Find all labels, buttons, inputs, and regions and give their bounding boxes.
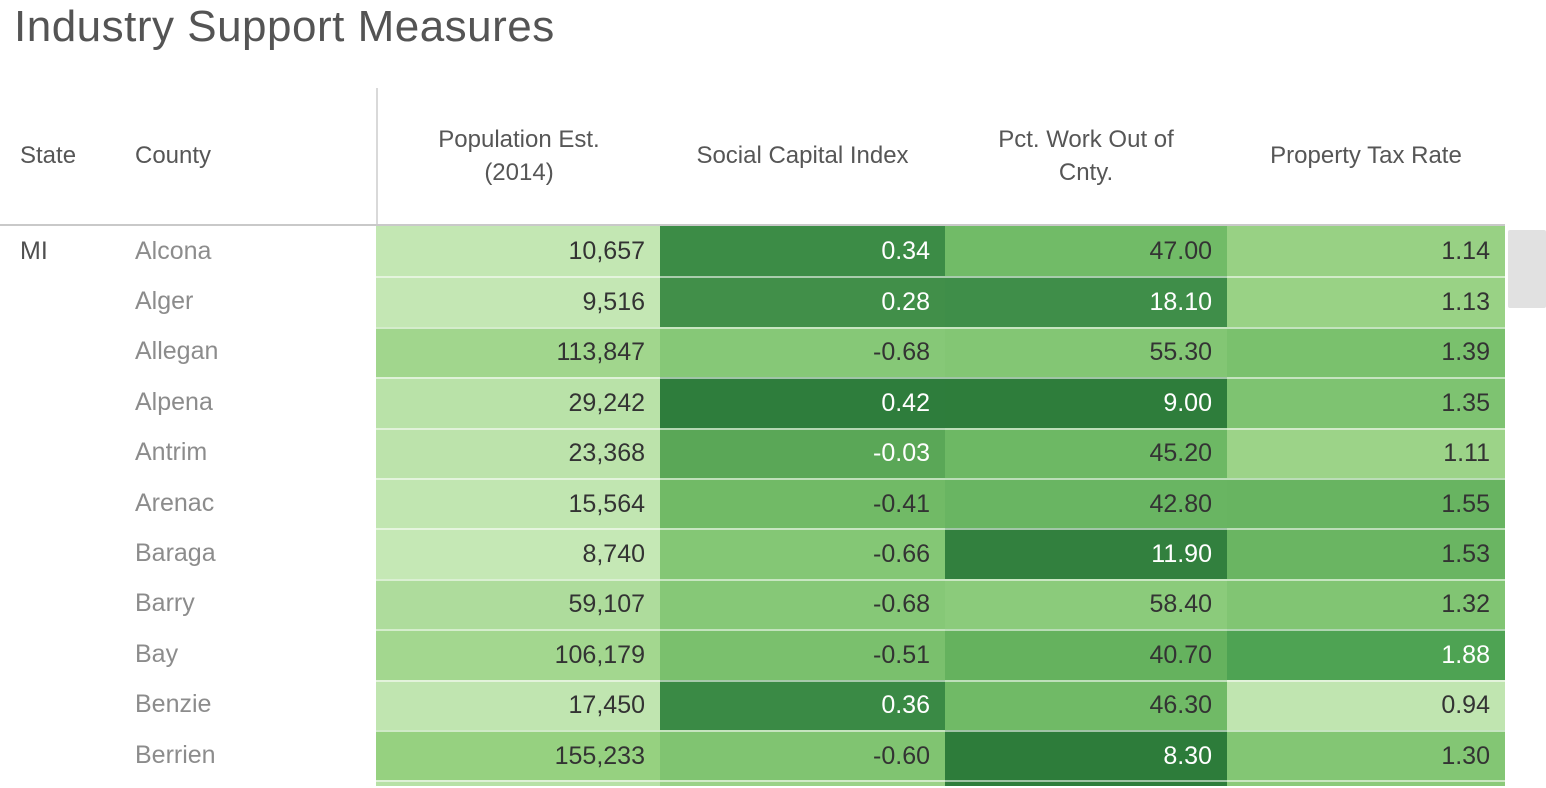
population-cell[interactable]: 29,242: [376, 377, 660, 428]
population-cell[interactable]: 59,107: [376, 578, 660, 630]
property-tax-cell[interactable]: 1.53: [1227, 528, 1505, 579]
pct-work-out-cell[interactable]: 42.80: [945, 477, 1227, 529]
population-cell[interactable]: 17,450: [376, 679, 660, 730]
social-capital-cell[interactable]: 0.42: [660, 377, 945, 428]
vertical-scrollbar-thumb[interactable]: [1508, 230, 1546, 308]
pct-work-out-cell[interactable]: 55.30: [945, 326, 1227, 378]
social-capital-cell[interactable]: -0.68: [660, 326, 945, 378]
column-header-state[interactable]: State: [20, 142, 77, 170]
state-label[interactable]: MI: [0, 226, 115, 277]
property-tax-cell[interactable]: 1.55: [1227, 477, 1505, 529]
table-row[interactable]: Antrim 23,368 -0.03 45.20 1.11: [0, 427, 1505, 478]
industry-support-table: State County Population Est. (2014) Soci…: [0, 88, 1505, 787]
table-row-clipped[interactable]: [0, 780, 1505, 787]
social-capital-cell[interactable]: -0.68: [660, 578, 945, 630]
state-label[interactable]: [0, 326, 115, 378]
county-label[interactable]: Alcona: [115, 226, 376, 277]
property-tax-cell[interactable]: 1.88: [1227, 629, 1505, 680]
state-label[interactable]: [0, 629, 115, 680]
table-row[interactable]: Arenac 15,564 -0.41 42.80 1.55: [0, 477, 1505, 529]
property-tax-cell[interactable]: [1227, 780, 1505, 787]
population-cell[interactable]: 10,657: [376, 226, 660, 277]
state-label[interactable]: [0, 578, 115, 630]
population-cell[interactable]: 8,740: [376, 528, 660, 579]
population-cell[interactable]: 15,564: [376, 477, 660, 529]
table-row[interactable]: Berrien 155,233 -0.60 8.30 1.30: [0, 729, 1505, 781]
social-capital-cell[interactable]: 0.36: [660, 679, 945, 730]
property-tax-cell[interactable]: 1.13: [1227, 276, 1505, 327]
pct-work-out-cell[interactable]: 40.70: [945, 629, 1227, 680]
property-tax-cell[interactable]: 1.35: [1227, 377, 1505, 428]
page-title: Industry Support Measures: [14, 2, 555, 51]
property-tax-cell[interactable]: 1.14: [1227, 226, 1505, 277]
county-label[interactable]: Baraga: [115, 528, 376, 579]
social-capital-cell[interactable]: -0.03: [660, 427, 945, 478]
pct-work-out-cell[interactable]: 46.30: [945, 679, 1227, 730]
property-tax-cell[interactable]: 1.32: [1227, 578, 1505, 630]
social-capital-cell[interactable]: -0.66: [660, 528, 945, 579]
column-header-population[interactable]: Population Est. (2014): [376, 88, 660, 224]
table-row[interactable]: Benzie 17,450 0.36 46.30 0.94: [0, 679, 1505, 730]
population-cell[interactable]: 113,847: [376, 326, 660, 378]
state-label[interactable]: [0, 528, 115, 579]
table-row[interactable]: MI Alcona 10,657 0.34 47.00 1.14: [0, 226, 1505, 277]
county-label[interactable]: Alger: [115, 276, 376, 327]
column-header-property-tax[interactable]: Property Tax Rate: [1270, 142, 1462, 170]
pct-work-out-cell[interactable]: 47.00: [945, 226, 1227, 277]
state-label[interactable]: [0, 679, 115, 730]
table-body: MI Alcona 10,657 0.34 47.00 1.14 Alger 9…: [0, 226, 1505, 787]
table-row[interactable]: Bay 106,179 -0.51 40.70 1.88: [0, 629, 1505, 680]
state-label[interactable]: [0, 729, 115, 781]
population-cell[interactable]: 106,179: [376, 629, 660, 680]
population-cell[interactable]: 155,233: [376, 729, 660, 781]
county-label: [115, 780, 376, 787]
social-capital-cell[interactable]: -0.41: [660, 477, 945, 529]
state-label[interactable]: [0, 427, 115, 478]
column-header-pct-work-out[interactable]: Pct. Work Out of Cnty.: [998, 125, 1174, 186]
property-tax-cell[interactable]: 1.30: [1227, 729, 1505, 781]
table-row[interactable]: Allegan 113,847 -0.68 55.30 1.39: [0, 326, 1505, 378]
population-cell[interactable]: 23,368: [376, 427, 660, 478]
population-cell[interactable]: 9,516: [376, 276, 660, 327]
social-capital-cell[interactable]: 0.28: [660, 276, 945, 327]
county-label[interactable]: Benzie: [115, 679, 376, 730]
table-row[interactable]: Baraga 8,740 -0.66 11.90 1.53: [0, 528, 1505, 579]
pct-work-out-cell[interactable]: 58.40: [945, 578, 1227, 630]
pct-work-out-cell[interactable]: 9.00: [945, 377, 1227, 428]
county-label[interactable]: Antrim: [115, 427, 376, 478]
pct-work-out-cell[interactable]: 45.20: [945, 427, 1227, 478]
column-header-social-capital[interactable]: Social Capital Index: [696, 142, 909, 170]
column-header-county[interactable]: County: [135, 142, 212, 170]
property-tax-cell[interactable]: 1.39: [1227, 326, 1505, 378]
state-label[interactable]: [0, 377, 115, 428]
state-label[interactable]: [0, 276, 115, 327]
table-row[interactable]: Barry 59,107 -0.68 58.40 1.32: [0, 578, 1505, 630]
county-label[interactable]: Alpena: [115, 377, 376, 428]
county-label[interactable]: Allegan: [115, 326, 376, 378]
pct-work-out-cell[interactable]: 18.10: [945, 276, 1227, 327]
property-tax-cell[interactable]: 1.11: [1227, 427, 1505, 478]
county-label[interactable]: Arenac: [115, 477, 376, 529]
county-label[interactable]: Berrien: [115, 729, 376, 781]
pct-work-out-cell[interactable]: 11.90: [945, 528, 1227, 579]
social-capital-cell[interactable]: -0.51: [660, 629, 945, 680]
pct-work-out-cell[interactable]: [945, 780, 1227, 787]
state-label[interactable]: [0, 477, 115, 529]
county-label[interactable]: Bay: [115, 629, 376, 680]
county-label[interactable]: Barry: [115, 578, 376, 630]
table-row[interactable]: Alpena 29,242 0.42 9.00 1.35: [0, 377, 1505, 428]
table-header-row: State County Population Est. (2014) Soci…: [0, 88, 1505, 226]
state-label: [0, 780, 115, 787]
table-row[interactable]: Alger 9,516 0.28 18.10 1.13: [0, 276, 1505, 327]
property-tax-cell[interactable]: 0.94: [1227, 679, 1505, 730]
social-capital-cell[interactable]: -0.60: [660, 729, 945, 781]
social-capital-cell[interactable]: 0.34: [660, 226, 945, 277]
population-cell[interactable]: [376, 780, 660, 787]
pct-work-out-cell[interactable]: 8.30: [945, 729, 1227, 781]
social-capital-cell[interactable]: [660, 780, 945, 787]
